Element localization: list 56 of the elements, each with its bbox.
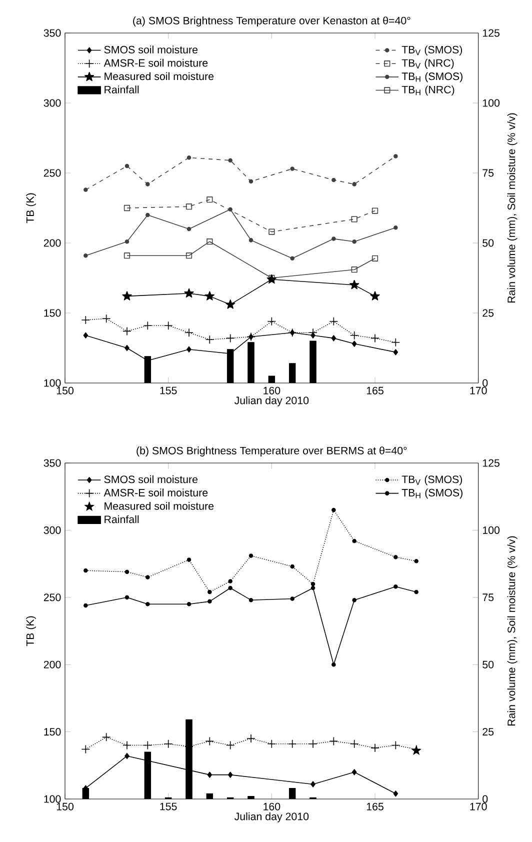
x-axis-title: Julian day 2010 bbox=[234, 812, 309, 822]
legend-label: Rainfall bbox=[104, 515, 139, 524]
x-tick-label: 170 bbox=[470, 386, 487, 394]
legend-label: TB$_{V}$ (SMOS) bbox=[402, 475, 462, 486]
y-tick-label: 350 bbox=[44, 29, 61, 37]
legend-label: AMSR-E soil moisture bbox=[104, 488, 208, 496]
y2-tick-label: 75 bbox=[482, 594, 494, 602]
x-tick-label: 150 bbox=[56, 802, 74, 810]
y-tick-label: 200 bbox=[44, 239, 61, 247]
y-tick-label: 250 bbox=[44, 594, 61, 602]
y-tick-label: 350 bbox=[44, 459, 61, 467]
y2-axis-title: Rain volume (mm), Soil moisture (% v/v) bbox=[507, 113, 518, 303]
y2-tick-label: 25 bbox=[482, 728, 494, 736]
y2-tick-label: 50 bbox=[482, 660, 494, 668]
y-axis-title: TB (K) bbox=[26, 193, 36, 224]
y-axis-title: TB (K) bbox=[26, 616, 36, 646]
legend-label: AMSR-E soil moisture bbox=[104, 58, 208, 67]
x-tick-label: 160 bbox=[264, 802, 280, 810]
y-tick-label: 300 bbox=[44, 526, 61, 534]
y2-tick-label: 100 bbox=[482, 99, 500, 107]
y-tick-label: 100 bbox=[44, 379, 61, 387]
y2-tick-label: 25 bbox=[482, 309, 494, 317]
y2-tick-label: 0 bbox=[482, 795, 488, 803]
y2-tick-label: 125 bbox=[482, 459, 500, 467]
legend-label: SMOS soil moisture bbox=[104, 46, 198, 54]
y-tick-label: 150 bbox=[44, 728, 61, 736]
y2-tick-label: 75 bbox=[482, 169, 494, 177]
y-tick-label: 200 bbox=[44, 660, 61, 668]
legend-label: SMOS soil moisture bbox=[104, 475, 198, 484]
x-tick-label: 165 bbox=[366, 386, 384, 394]
x-tick-label: 165 bbox=[366, 802, 384, 810]
legend-label: Measured soil moisture bbox=[104, 72, 214, 80]
x-tick-label: 155 bbox=[160, 386, 177, 394]
legend-label: TB$_{V}$ (NRC) bbox=[402, 58, 454, 69]
legend-label: TB$_{H}$ (SMOS) bbox=[402, 488, 462, 499]
y2-tick-label: 125 bbox=[482, 29, 500, 37]
y2-tick-label: 0 bbox=[482, 379, 488, 387]
chart-title: (a) SMOS Brightness Temperature over Kenaston at θ=40° bbox=[133, 16, 410, 27]
y2-tick-label: 100 bbox=[482, 526, 500, 534]
y-tick-label: 150 bbox=[44, 309, 61, 317]
legend-label: Rainfall bbox=[104, 86, 139, 94]
y-tick-label: 100 bbox=[44, 795, 61, 803]
legend-label: Measured soil moisture bbox=[104, 502, 214, 510]
legend-label: TB$_{V}$ (SMOS) bbox=[402, 46, 462, 56]
x-axis-title: Julian day 2010 bbox=[234, 396, 309, 406]
legend-label: TB$_{H}$ (NRC) bbox=[402, 86, 454, 96]
x-tick-label: 160 bbox=[264, 386, 280, 394]
legend-label: TB$_{H}$ (SMOS) bbox=[402, 72, 462, 82]
y-tick-label: 300 bbox=[44, 99, 61, 107]
y-tick-label: 250 bbox=[44, 169, 61, 177]
y2-axis-title: Rain volume (mm), Soil moisture (% v/v) bbox=[507, 536, 518, 726]
y2-tick-label: 50 bbox=[482, 239, 494, 247]
chart-title: (b) SMOS Brightness Temperature over BERMS at θ=40° bbox=[136, 446, 407, 457]
x-tick-label: 155 bbox=[160, 802, 177, 810]
x-tick-label: 170 bbox=[470, 802, 487, 810]
x-tick-label: 150 bbox=[56, 386, 74, 394]
